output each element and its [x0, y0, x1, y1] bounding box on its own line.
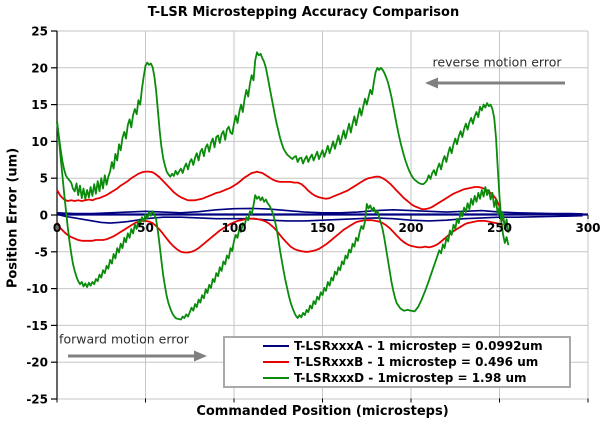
legend-item: T-LSRxxxB - 1 microstep = 0.496 um — [263, 354, 569, 370]
x-tick-label: 250 — [487, 221, 512, 235]
series-2-forward-line — [56, 121, 510, 321]
x-tick-label: 50 — [137, 221, 154, 235]
y-tick-label: 10 — [31, 135, 48, 149]
y-tick-label: 5 — [40, 172, 48, 186]
series-1-reverse-line — [56, 170, 508, 227]
legend-item: T-LSRxxxD - 1microstep = 1.98 um — [263, 370, 569, 386]
y-tick-label: -20 — [26, 356, 48, 370]
y-tick-label: -25 — [26, 393, 48, 407]
annotation-forward-motion-error: forward motion error — [59, 331, 189, 347]
y-tick-label: -5 — [35, 245, 48, 259]
legend-item: T-LSRxxxA - 1 microstep = 0.0992um — [263, 338, 569, 354]
x-tick-label: 300 — [575, 221, 600, 235]
y-tick-label: 20 — [31, 61, 48, 75]
reverse-motion-arrow-head — [425, 77, 438, 89]
legend-item-label: T-LSRxxxB - 1 microstep = 0.496 um — [294, 355, 539, 369]
legend-line-swatch-navy — [263, 345, 289, 347]
legend-item-label: T-LSRxxxA - 1 microstep = 0.0992um — [294, 339, 543, 353]
chart-title: T-LSR Microstepping Accuracy Comparison — [147, 5, 460, 20]
legend-line-swatch-red — [263, 361, 289, 363]
y-tick-label: -10 — [26, 282, 48, 296]
legend-line-swatch-green — [263, 377, 289, 379]
y-tick-label: 0 — [40, 209, 48, 223]
x-tick-label: 200 — [398, 221, 423, 235]
y-tick-label: 25 — [31, 25, 48, 39]
forward-motion-arrow-head — [194, 350, 207, 362]
y-tick-label: -15 — [26, 319, 48, 333]
legend-item-label: T-LSRxxxD - 1microstep = 1.98 um — [294, 371, 527, 385]
y-tick-label: 15 — [31, 98, 48, 112]
series-0-forward-line — [56, 213, 583, 224]
y-axis-title: Position Error (um) — [5, 147, 21, 289]
x-axis-title: Commanded Position (microsteps) — [196, 404, 449, 419]
series-1-forward-line — [56, 217, 504, 254]
x-tick-label: 100 — [221, 221, 246, 235]
x-tick-label: 0 — [53, 221, 61, 235]
x-tick-label: 150 — [310, 221, 335, 235]
legend: T-LSRxxxA - 1 microstep = 0.0992um T-LSR… — [223, 336, 571, 388]
annotation-reverse-motion-error: reverse motion error — [432, 54, 562, 70]
series-2-reverse-line — [56, 51, 510, 246]
